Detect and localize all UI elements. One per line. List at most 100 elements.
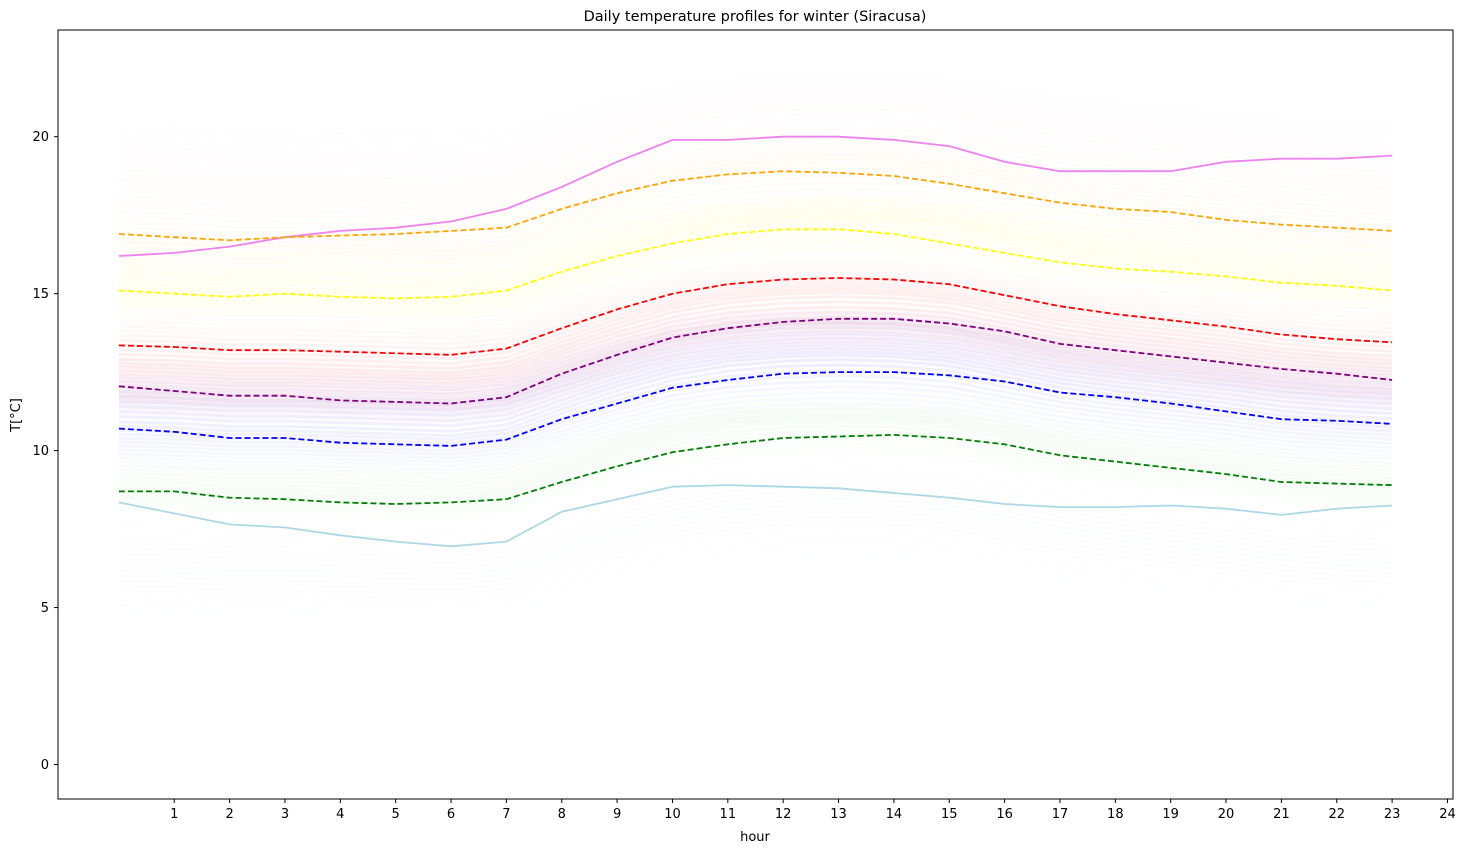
x-tick-label: 11 [720, 807, 737, 822]
background-profile [118, 274, 1393, 346]
x-tick-label: 22 [1328, 807, 1345, 822]
background-profile [118, 312, 1393, 382]
background-profile [118, 424, 1393, 502]
background-profile [118, 353, 1393, 433]
background-profile [118, 336, 1393, 407]
background-profile [118, 237, 1393, 310]
background-profile [118, 321, 1393, 399]
x-tick-label: 23 [1384, 807, 1401, 822]
x-tick-label: 24 [1439, 807, 1456, 822]
background-profile [118, 290, 1393, 371]
background-profile [118, 208, 1393, 282]
background-profile [118, 315, 1393, 388]
background-profile [118, 278, 1393, 351]
background-profile [118, 331, 1393, 399]
y-tick-label: 0 [41, 758, 49, 773]
background-profile [118, 310, 1393, 385]
background-profile [118, 281, 1393, 356]
background-profile [118, 246, 1393, 316]
background-profile [118, 333, 1393, 409]
background-profile [118, 488, 1393, 565]
y-tick-label: 10 [32, 444, 49, 459]
background-profile [118, 396, 1393, 464]
x-tick-label: 3 [281, 807, 289, 822]
background-profile [118, 515, 1393, 592]
background-profile [118, 385, 1393, 456]
background-profile [118, 502, 1393, 582]
background-profile [118, 242, 1393, 313]
x-tick-label: 19 [1162, 807, 1179, 822]
background-profiles [118, 153, 1393, 592]
background-profile [118, 326, 1393, 395]
background-profile [118, 414, 1393, 492]
background-profile [118, 187, 1393, 262]
background-profile [118, 412, 1393, 488]
background-profile [118, 228, 1393, 305]
background-profile [118, 287, 1393, 366]
x-tick-label: 18 [1107, 807, 1124, 822]
x-tick-label: 5 [392, 807, 400, 822]
background-profile [118, 295, 1393, 375]
background-profile [118, 390, 1393, 460]
background-profile [118, 368, 1393, 445]
background-profile [118, 175, 1393, 253]
x-tick-label: 21 [1273, 807, 1290, 822]
series-line [118, 135, 1393, 257]
series-line [118, 371, 1393, 447]
series-line [118, 433, 1393, 505]
background-profile [118, 284, 1393, 361]
x-tick-label: 10 [664, 807, 681, 822]
background-profile [118, 200, 1393, 269]
plot-frame [57, 29, 1454, 800]
series-layer [118, 135, 1393, 548]
background-profile [118, 428, 1393, 505]
background-profile [118, 336, 1393, 411]
background-profile [118, 181, 1393, 258]
background-profile [118, 339, 1393, 412]
background-profile [118, 343, 1393, 417]
x-axis-label: hour [740, 830, 770, 845]
y-tick-label: 20 [32, 130, 49, 145]
series-line [118, 228, 1393, 300]
series-line [118, 484, 1393, 548]
background-profile [118, 509, 1393, 587]
x-tick-label: 7 [502, 807, 510, 822]
background-profile [118, 340, 1393, 413]
background-profile [118, 420, 1393, 500]
background-profile [118, 358, 1393, 438]
x-tick-label: 8 [558, 807, 566, 822]
background-profile [118, 350, 1393, 428]
background-profile [118, 161, 1393, 239]
background-profile [118, 305, 1393, 382]
series-line [118, 277, 1393, 356]
x-tick-label: 16 [996, 807, 1013, 822]
background-profile [118, 268, 1393, 336]
background-profile [118, 157, 1393, 234]
x-tick-label: 6 [447, 807, 455, 822]
background-profile [118, 329, 1393, 396]
x-tick-label: 14 [886, 807, 903, 822]
background-profile [118, 374, 1393, 449]
background-profile [118, 205, 1393, 278]
y-axis: 0 5 10 15 20 [32, 130, 58, 773]
background-profile [118, 169, 1393, 249]
x-tick-label: 9 [613, 807, 621, 822]
background-profile [118, 497, 1393, 577]
y-tick-label: 15 [32, 287, 49, 302]
x-tick-label: 20 [1218, 807, 1235, 822]
background-profile [118, 165, 1393, 245]
background-profile [118, 332, 1393, 402]
x-tick-label: 2 [225, 807, 233, 822]
background-profile [118, 202, 1393, 274]
background-profile [118, 317, 1393, 392]
x-tick-label: 1 [170, 807, 178, 822]
background-profile [118, 213, 1393, 291]
background-profile [118, 329, 1393, 407]
background-profile [118, 314, 1393, 385]
background-profile [118, 416, 1393, 497]
x-axis: 1 2 3 4 5 6 7 8 9 10 11 12 13 14 15 16 17 18 19 20 21 22 23 24 [170, 799, 1456, 822]
series-line [118, 170, 1393, 242]
background-profile [118, 271, 1393, 341]
